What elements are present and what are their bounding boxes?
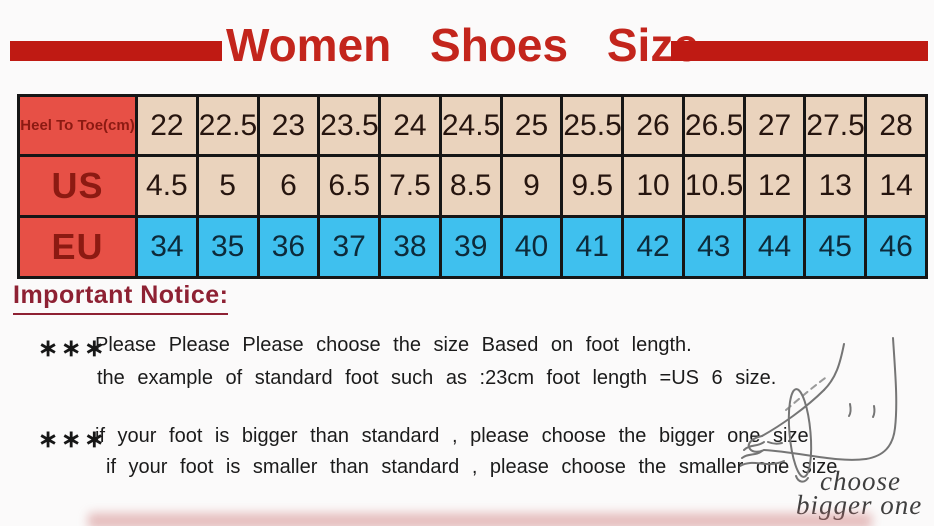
title-rule-right: [671, 41, 928, 61]
notice-heading: Important Notice:: [13, 281, 229, 315]
size-cell: 22: [135, 94, 199, 157]
measuring-loop-tail: [795, 475, 809, 483]
size-table-row: US 4.5 5 6 6.5 7.5 8.5 9 9.5 10 10.5 12 13 14: [17, 154, 928, 218]
foot-measure-sketch-icon: choose bigger one: [740, 337, 922, 520]
size-cell: 40: [499, 215, 564, 279]
size-cell: 45: [803, 215, 868, 279]
size-cell: 9.5: [560, 154, 625, 218]
notice-line-4: if your foot is smaller than standard , …: [106, 456, 838, 478]
tape-squiggle: [740, 460, 785, 467]
title-rule-left: [10, 41, 222, 61]
sketch-caption-line2: bigger one: [796, 490, 922, 520]
size-cell: 38: [378, 215, 442, 279]
size-cell: 46: [864, 215, 928, 279]
size-cell: 42: [621, 215, 685, 279]
size-cell: 43: [681, 215, 746, 279]
foot-outline: [747, 435, 765, 453]
row-header-us: US: [17, 154, 138, 218]
size-cell: 23: [256, 94, 321, 157]
size-cell: 25: [499, 94, 564, 157]
size-cell: 5: [195, 154, 260, 218]
ankle-mark: [872, 405, 876, 418]
size-cell: 9: [499, 154, 564, 218]
size-cell: 7.5: [378, 154, 442, 218]
foot-outline: [823, 343, 845, 391]
size-cell: 44: [742, 215, 807, 279]
size-cell: 35: [195, 215, 260, 279]
size-cell: 37: [317, 215, 382, 279]
size-cell: 23.5: [317, 94, 382, 157]
hand-pinch-sketch: [743, 441, 765, 451]
size-cell: 41: [560, 215, 625, 279]
size-cell: 36: [256, 215, 321, 279]
size-cell: 25.5: [560, 94, 625, 157]
size-cell: 27.5: [803, 94, 868, 157]
size-cell: 10.5: [681, 154, 746, 218]
size-cell: 6.5: [317, 154, 382, 218]
notice-line-1: Please Please Please choose the size Bas…: [95, 334, 692, 356]
toe-mark: [767, 441, 783, 445]
page-title: Women Shoes Size: [226, 19, 699, 71]
row-header-eu: EU: [17, 215, 138, 279]
size-cell: 6: [256, 154, 321, 218]
asterisk-bullet-icon: ∗∗∗: [38, 335, 108, 362]
size-table: Heel To Toe(cm) 22 22.5 23 23.5 24 24.5 25 25.5 2…: [17, 94, 928, 279]
size-cell: 24.5: [438, 94, 503, 157]
size-cell: 28: [864, 94, 928, 157]
size-cell: 27: [742, 94, 807, 157]
size-cell: 4.5: [135, 154, 199, 218]
size-cell: 24: [378, 94, 442, 157]
ankle-mark: [848, 403, 852, 417]
size-cell: 26: [621, 94, 685, 157]
size-cell: 10: [621, 154, 685, 218]
size-table-row: Heel To Toe(cm) 22 22.5 23 23.5 24 24.5 25 25.5 2…: [17, 94, 928, 157]
size-table-body: Heel To Toe(cm) 22 22.5 23 23.5 24 24.5 25 25.5 2…: [17, 94, 928, 279]
sketch-caption-line1: choose: [820, 466, 901, 496]
size-cell: 8.5: [438, 154, 503, 218]
size-cell: 26.5: [681, 94, 746, 157]
notice-line-2: the example of standard foot such as :23…: [97, 367, 777, 389]
size-cell: 22.5: [195, 94, 260, 157]
size-cell: 12: [742, 154, 807, 218]
size-cell: 13: [803, 154, 868, 218]
foot-outline: [763, 449, 867, 461]
size-cell: 34: [135, 215, 199, 279]
bottom-red-bar-cropped: [88, 513, 872, 526]
size-cell: 39: [438, 215, 503, 279]
row-header-cm: Heel To Toe(cm): [17, 94, 138, 157]
measuring-loop: [787, 388, 813, 478]
notice-line-3: if your foot is bigger than standard , p…: [95, 425, 809, 447]
foot-outline: [761, 389, 825, 437]
foot-outline: [865, 337, 898, 460]
asterisk-bullet-icon: ∗∗∗: [38, 426, 108, 453]
size-table-row: EU 34 35 36 37 38 39 40 41 42 43 44 45 46: [17, 215, 928, 279]
size-cell: 14: [864, 154, 928, 218]
